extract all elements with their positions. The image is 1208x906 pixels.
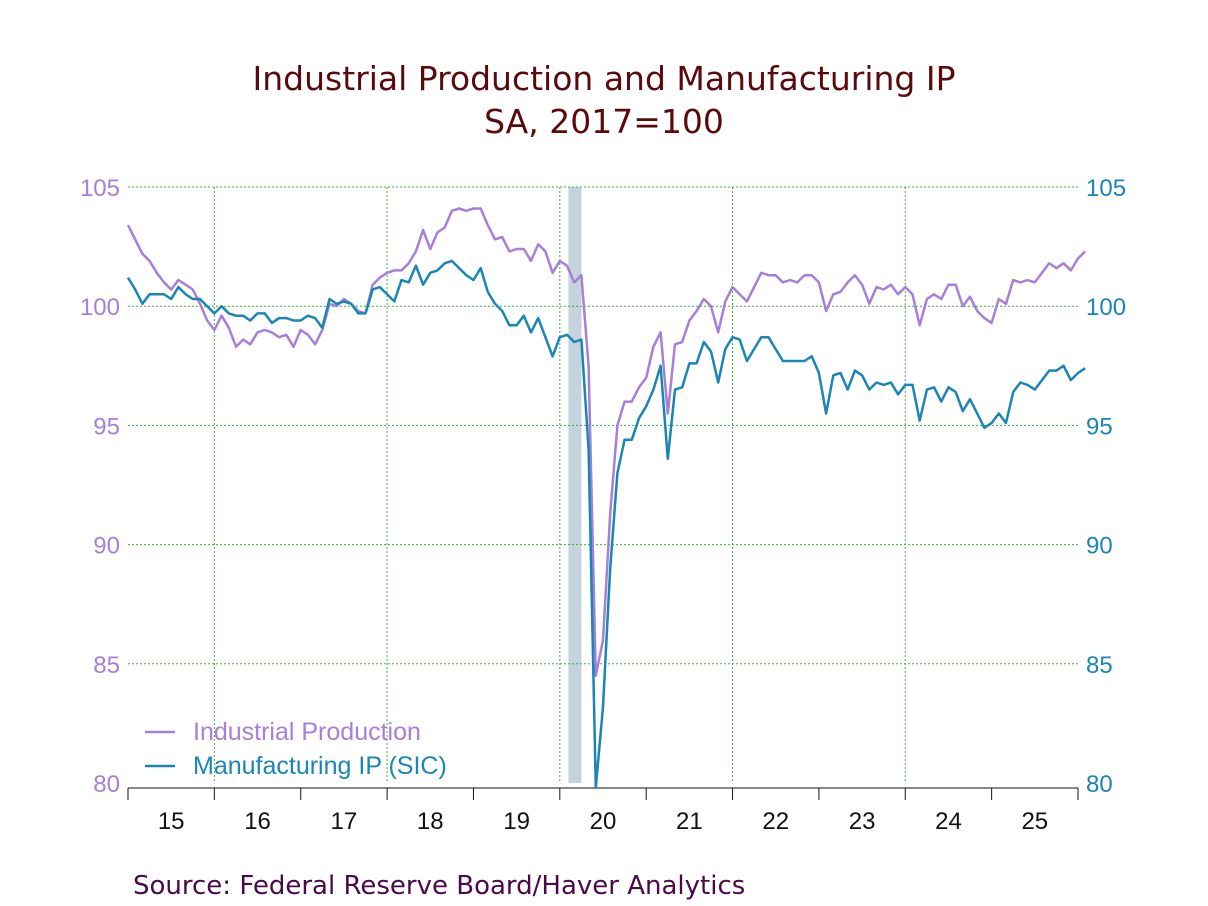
x-tick-label: 21 bbox=[676, 808, 703, 835]
legend-label-industrial-production: Industrial Production bbox=[193, 718, 421, 746]
x-tick-label: 20 bbox=[590, 808, 617, 835]
x-tick-label: 17 bbox=[331, 808, 358, 835]
y-tick-right: 105 bbox=[1086, 175, 1126, 202]
y-tick-right: 80 bbox=[1086, 771, 1113, 798]
x-tick-label: 25 bbox=[1021, 808, 1048, 835]
legend-label-manufacturing-ip: Manufacturing IP (SIC) bbox=[193, 752, 447, 780]
y-tick-left: 95 bbox=[93, 413, 120, 440]
y-tick-left: 90 bbox=[93, 533, 120, 560]
recession-band bbox=[568, 187, 582, 783]
y-tick-right: 90 bbox=[1086, 533, 1113, 560]
chart-title: Industrial Production and Manufacturing … bbox=[253, 59, 956, 98]
y-tick-left: 80 bbox=[93, 771, 120, 798]
y-tick-left: 100 bbox=[80, 294, 120, 321]
x-tick-label: 24 bbox=[935, 808, 962, 835]
series-layer bbox=[126, 207, 1087, 790]
x-tick-label: 16 bbox=[244, 808, 271, 835]
y-tick-right: 95 bbox=[1086, 413, 1113, 440]
y-tick-right: 85 bbox=[1086, 652, 1113, 679]
grid-layer bbox=[128, 186, 1078, 783]
legend: Industrial Production Manufacturing IP (… bbox=[145, 718, 447, 780]
y-tick-left: 105 bbox=[80, 175, 120, 202]
x-tick-label: 15 bbox=[158, 808, 185, 835]
source-note: Source: Federal Reserve Board/Haver Anal… bbox=[133, 871, 745, 901]
y-tick-left: 85 bbox=[93, 652, 120, 679]
x-tick-label: 23 bbox=[849, 808, 876, 835]
recession-layer bbox=[568, 187, 582, 783]
series-line-industrial-production bbox=[126, 207, 1087, 677]
chart-subtitle: SA, 2017=100 bbox=[484, 102, 724, 141]
y-tick-right: 100 bbox=[1086, 294, 1126, 321]
axis-layer: 105 105 100 100 95 95 90 90 85 85 80 80 15 16 17 18 19 20… bbox=[80, 175, 1126, 835]
x-tick-label: 18 bbox=[417, 808, 444, 835]
x-tick-label: 19 bbox=[503, 808, 530, 835]
series-line-manufacturing-ip bbox=[126, 259, 1086, 790]
x-tick-label: 22 bbox=[762, 808, 789, 835]
